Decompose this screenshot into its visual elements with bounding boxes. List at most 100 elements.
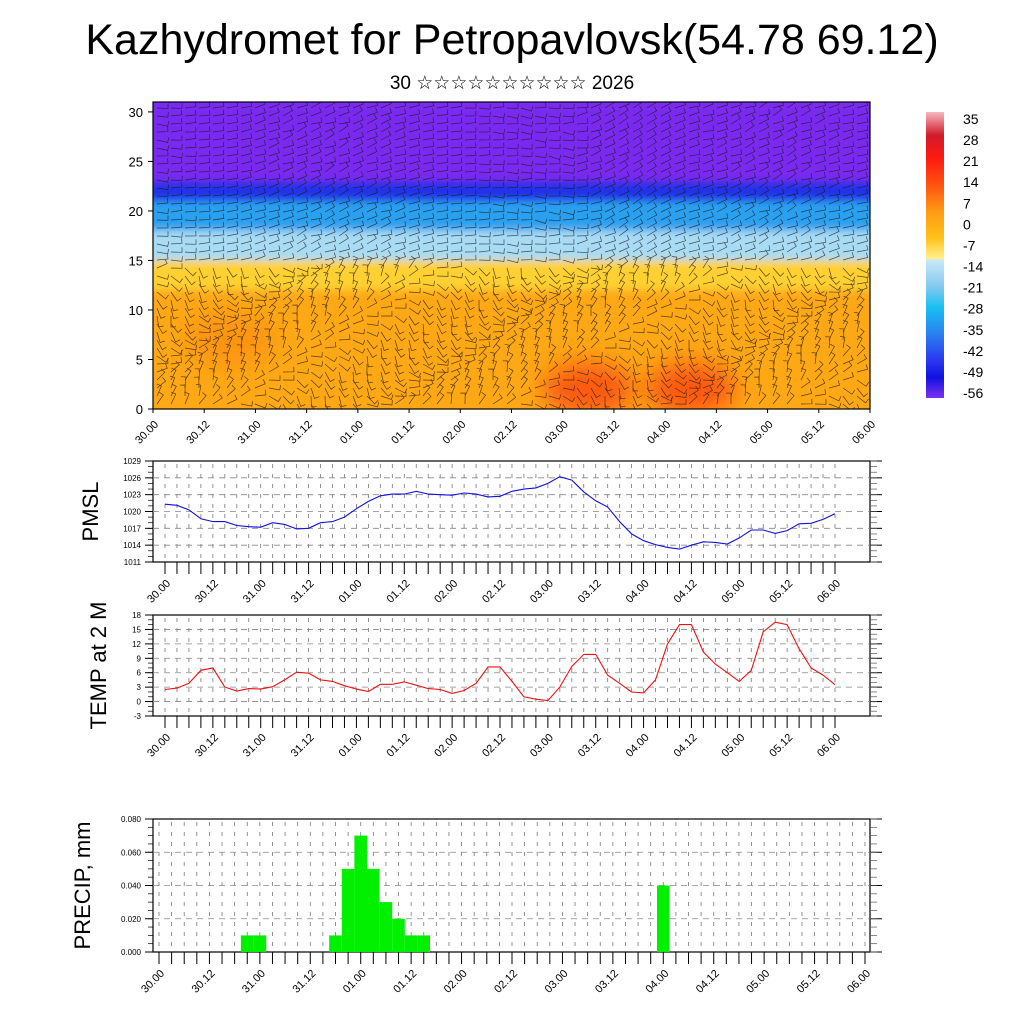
colorbar-label: -56 xyxy=(963,385,983,401)
wind-barb xyxy=(506,393,517,405)
wind-barb xyxy=(520,168,533,174)
wind-barb xyxy=(408,196,421,205)
wind-barb xyxy=(604,179,616,189)
wind-barb xyxy=(548,135,561,142)
wind-barb xyxy=(646,185,657,197)
wind-barb xyxy=(324,321,335,333)
wind-barb xyxy=(212,157,225,165)
wind-barb xyxy=(604,319,612,333)
wind-barb xyxy=(839,336,846,349)
x-tick-label: 04.12 xyxy=(672,578,700,606)
wind-barb xyxy=(310,170,322,181)
wind-barb xyxy=(814,242,826,253)
wind-barb xyxy=(464,150,477,157)
wind-barb xyxy=(296,148,309,157)
wind-barb xyxy=(156,323,168,334)
wind-barb xyxy=(422,157,435,165)
wind-barb xyxy=(408,140,421,149)
wind-barb xyxy=(674,371,687,380)
wind-barb xyxy=(464,283,477,293)
wind-barb xyxy=(338,211,350,221)
wind-barb xyxy=(562,297,573,309)
wind-barb xyxy=(296,139,308,149)
wind-barb xyxy=(562,403,567,409)
wind-barb xyxy=(842,229,855,237)
wind-barb xyxy=(464,222,477,229)
wind-barb xyxy=(422,378,434,389)
wind-barb xyxy=(408,212,421,221)
wind-barb xyxy=(212,189,225,197)
wind-barb xyxy=(170,283,183,293)
wind-barb xyxy=(576,403,581,409)
wind-barb xyxy=(478,359,484,373)
wind-barb xyxy=(646,137,657,149)
wind-barb xyxy=(362,264,368,277)
wind-barb xyxy=(506,150,519,157)
wind-barb xyxy=(492,375,499,389)
wind-barb xyxy=(604,227,616,237)
wind-barb xyxy=(436,245,449,253)
wind-barb xyxy=(268,147,280,157)
y-tick-label: 0 xyxy=(137,698,142,707)
wind-barb xyxy=(352,395,362,407)
wind-barb xyxy=(842,275,856,282)
wind-barb xyxy=(814,180,827,189)
wind-barb xyxy=(464,246,477,253)
wind-barb xyxy=(772,162,784,173)
wind-barb xyxy=(562,273,576,280)
wind-barb xyxy=(646,146,658,157)
wind-barb xyxy=(282,106,293,117)
wind-barb xyxy=(646,387,658,398)
wind-barb xyxy=(324,244,337,253)
wind-barb xyxy=(322,304,328,317)
wind-barb xyxy=(268,123,281,133)
x-tick-label: 01.12 xyxy=(391,968,419,996)
wind-barb xyxy=(828,275,841,285)
wind-barb xyxy=(674,314,688,320)
wind-barb xyxy=(618,195,630,205)
wind-barb xyxy=(800,218,812,229)
wind-barb xyxy=(800,139,812,149)
x-tick-label: 03.12 xyxy=(593,968,621,996)
wind-barb xyxy=(801,310,813,317)
wind-barb xyxy=(324,123,336,133)
wind-barb xyxy=(170,109,183,117)
wind-barb xyxy=(800,124,813,133)
wind-barb xyxy=(156,368,166,381)
wind-barb xyxy=(590,140,603,149)
wind-barb xyxy=(548,224,561,230)
wind-barb xyxy=(226,125,239,133)
wind-barb xyxy=(464,173,477,181)
wind-barb xyxy=(702,315,714,326)
wind-barb xyxy=(520,400,533,406)
wind-barb xyxy=(758,333,771,341)
wind-barb xyxy=(184,267,197,277)
wind-barb xyxy=(506,214,519,221)
wind-barb xyxy=(744,315,755,327)
precip-bar xyxy=(404,935,418,952)
wind-barb xyxy=(422,108,435,117)
wind-barb xyxy=(660,331,673,341)
wind-barb xyxy=(800,117,813,125)
wind-barb xyxy=(800,211,812,221)
wind-barb xyxy=(814,291,828,297)
wind-barb xyxy=(310,164,323,173)
wind-barb xyxy=(786,392,795,405)
wind-barb xyxy=(282,227,294,237)
pmsl-line xyxy=(164,476,836,550)
wind-barb xyxy=(156,145,170,151)
wind-barb xyxy=(198,267,208,279)
wind-barb xyxy=(646,255,652,269)
wind-barb xyxy=(786,328,796,341)
wind-barb xyxy=(282,102,294,109)
wind-barb xyxy=(716,283,730,291)
x-tick-label: 02.12 xyxy=(480,732,508,760)
wind-barb xyxy=(590,403,592,409)
wind-barb xyxy=(646,233,657,245)
wind-barb xyxy=(156,347,168,358)
wind-barb xyxy=(856,272,869,278)
wind-barb xyxy=(380,387,393,397)
wind-barb xyxy=(254,370,265,381)
wind-barb xyxy=(604,202,616,213)
wind-barb xyxy=(758,233,769,245)
